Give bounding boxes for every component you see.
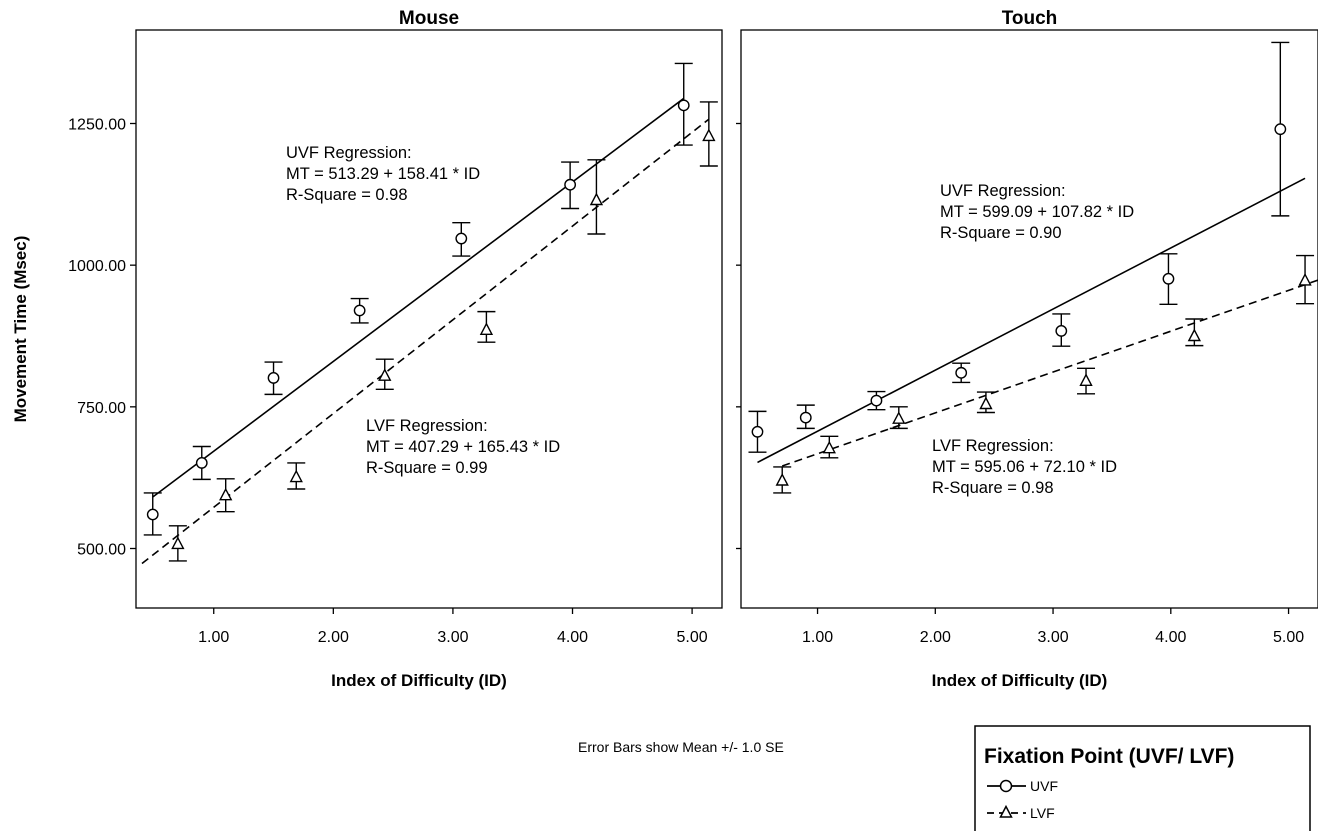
regression-annotation-uvf: UVF Regression: MT = 599.09 + 107.82 * ID… [940,182,1134,242]
series-lvf [773,254,1318,494]
annotation-line: UVF Regression: [940,182,1066,200]
data-point-lvf [589,192,604,206]
annotation-line: MT = 595.06 + 72.10 * ID [932,458,1117,476]
series-uvf [143,62,693,536]
x-tick-label: 2.00 [318,629,349,646]
data-point-uvf [267,372,280,384]
data-point-uvf [1055,324,1068,337]
x-axis-title: Index of Difficulty (ID) [331,671,507,690]
annotation-line: UVF Regression: [286,144,412,162]
legend-label-lvf: LVF [1030,805,1055,821]
regression-line-lvf [781,279,1318,467]
data-point-lvf [1298,272,1312,286]
data-point-uvf [677,99,690,112]
annotation-line: R-Square = 0.98 [286,186,408,204]
panel-title: Mouse [399,8,459,29]
data-point-uvf [455,232,468,245]
data-point-uvf [1274,123,1287,136]
chart-panel-mouse: Mouse 500.00 750.00 1000.00 1250.00 1.00 2.00 3… [11,8,723,690]
x-tick-label: 5.00 [1273,629,1304,646]
annotation-line: MT = 513.29 + 158.41 * ID [286,165,480,183]
x-axis-title: Index of Difficulty (ID) [932,671,1108,690]
legend: Fixation Point (UVF/ LVF) UVF LVF [974,725,1311,831]
data-point-lvf [1187,328,1202,342]
data-point-lvf [702,128,716,142]
x-tick-label: 4.00 [1155,629,1186,646]
annotation-line: MT = 599.09 + 107.82 * ID [940,203,1134,221]
plot-frame [135,29,723,609]
y-axis-title: Movement Time (Msec) [11,236,30,423]
annotation-line: R-Square = 0.90 [940,224,1062,242]
y-tick-label: 750.00 [77,400,126,417]
x-tick-label: 4.00 [557,629,588,646]
data-point-lvf [979,396,993,410]
annotation-line: LVF Regression: [932,437,1054,455]
panel-title: Touch [1002,8,1058,29]
x-tick-label: 3.00 [437,629,468,646]
annotation-line: R-Square = 0.98 [932,479,1054,497]
y-tick-label: 1000.00 [68,258,126,275]
legend-label-uvf: UVF [1030,778,1058,794]
data-point-lvf [171,536,185,550]
series-uvf [748,41,1306,464]
legend-lvf-triangle-marker [999,804,1013,818]
legend-item-lvf: LVF [987,804,1055,821]
regression-line-uvf [152,97,685,498]
legend-item-uvf: UVF [987,778,1058,794]
y-tick-label: 1250.00 [68,117,126,134]
data-point-lvf [892,411,906,424]
x-tick-label: 1.00 [802,629,833,646]
x-tick-label: 3.00 [1037,629,1068,646]
data-point-uvf [564,178,577,191]
regression-annotation-uvf: UVF Regression: MT = 513.29 + 158.41 * ID… [286,144,480,204]
legend-title: Fixation Point (UVF/ LVF) [984,745,1234,768]
x-tick-label: 5.00 [677,629,708,646]
plot-frame [740,29,1318,609]
x-tick-label: 1.00 [198,629,229,646]
annotation-line: MT = 407.29 + 165.43 * ID [366,438,560,456]
x-tick-label: 2.00 [920,629,951,646]
data-point-lvf [479,322,494,335]
annotation-line: R-Square = 0.99 [366,459,488,477]
annotation-line: LVF Regression: [366,417,488,435]
data-point-uvf [870,394,883,407]
chart-panel-touch: Touch 1.00 2.00 3.00 4.00 5.00 Index of Diffic… [736,8,1318,690]
data-point-uvf [955,366,968,379]
error-bar-note: Error Bars show Mean +/- 1.0 SE [578,739,784,755]
regression-line-lvf [141,118,710,565]
data-point-uvf [353,304,366,317]
regression-annotation-lvf: LVF Regression: MT = 595.06 + 72.10 * ID R… [932,437,1117,497]
data-point-uvf [146,508,159,521]
data-point-uvf [799,411,812,424]
regression-line-uvf [757,177,1306,464]
data-point-lvf [219,487,233,501]
legend-box [974,725,1311,831]
data-point-uvf [1162,272,1175,285]
data-point-uvf [751,425,764,438]
data-point-lvf [378,368,392,381]
data-point-lvf [289,469,303,483]
legend-uvf-circle-marker [999,779,1013,793]
data-point-lvf [1079,373,1093,386]
data-point-lvf [822,440,836,454]
regression-annotation-lvf: LVF Regression: MT = 407.29 + 165.43 * ID… [366,417,560,477]
data-point-uvf [195,457,208,469]
series-lvf [141,101,718,565]
y-tick-label: 500.00 [77,542,126,559]
data-point-lvf [775,472,789,486]
